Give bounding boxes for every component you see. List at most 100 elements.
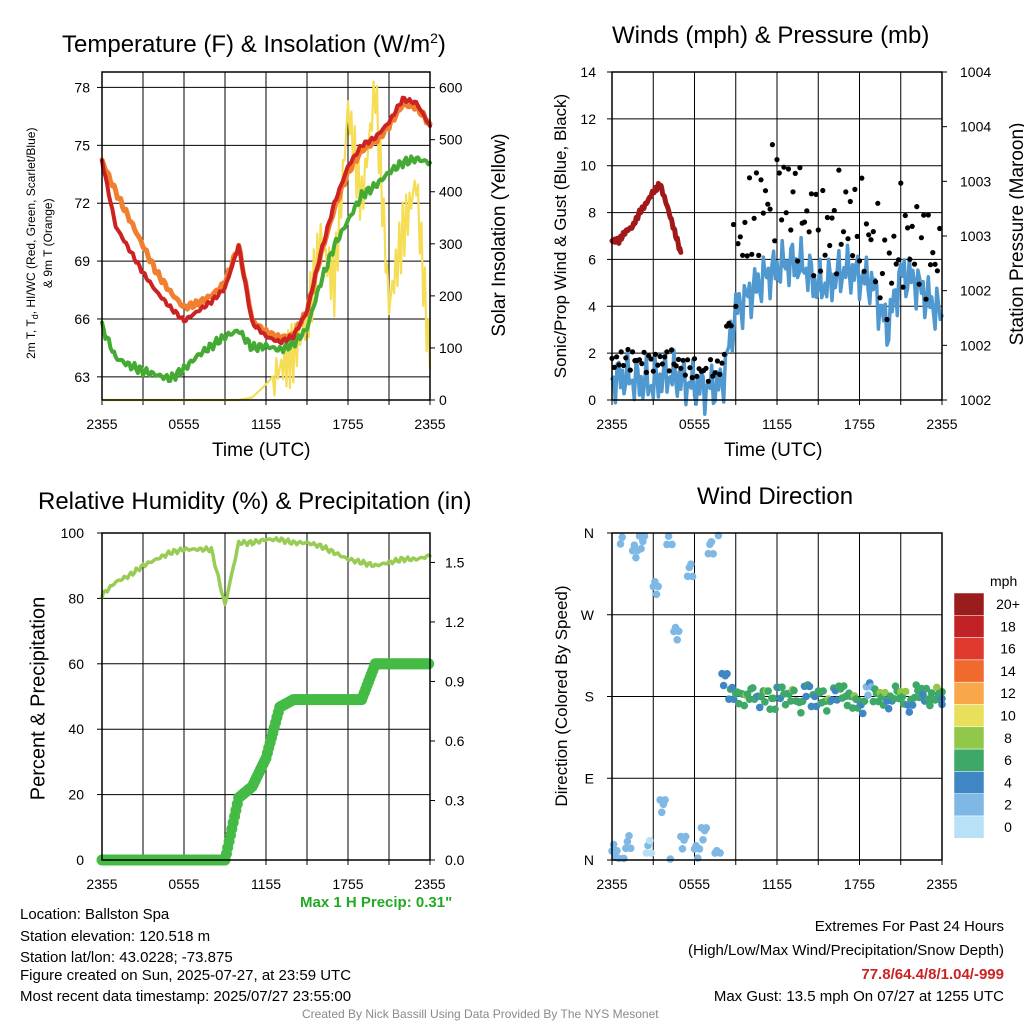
gust-point	[662, 354, 668, 360]
temp-2m-line	[100, 95, 432, 346]
gust-point	[829, 215, 835, 221]
temp-xtick-label: 1755	[332, 416, 363, 432]
temp-y2tick-label: 300	[439, 236, 463, 252]
direction-point	[805, 682, 814, 691]
wind-xtick-label: 2355	[926, 416, 957, 432]
direction-point	[749, 684, 757, 692]
max-precip-label: Max 1 H Precip: 0.31"	[300, 894, 453, 911]
gust-point	[921, 212, 927, 218]
max-gust: Max Gust: 13.5 mph On 07/27 at 1255 UTC	[713, 988, 1004, 1005]
rh-xtick-label: 1755	[332, 876, 363, 892]
temp-y2tick-label: 400	[439, 184, 463, 200]
gust-point	[856, 258, 863, 264]
gust-point	[772, 238, 778, 244]
wind-ytick-label: 14	[580, 64, 596, 80]
gust-point	[822, 252, 828, 258]
temperature-title-end: )	[437, 31, 446, 58]
gust-point	[907, 256, 913, 262]
legend-label: 0	[1004, 819, 1012, 835]
direction-point	[632, 553, 640, 562]
legend-label: 20+	[996, 596, 1020, 612]
gust-point	[820, 187, 826, 194]
direction-point	[652, 590, 661, 599]
direction-point	[654, 582, 662, 591]
gust-point	[682, 372, 688, 378]
rh-ytick-label: 20	[68, 787, 84, 803]
legend-label: 16	[1000, 641, 1016, 657]
gust-point	[909, 223, 915, 229]
dir-ytick-label: N	[584, 852, 594, 868]
gust-point	[840, 229, 847, 235]
gust-point	[652, 351, 659, 357]
legend-swatch	[953, 659, 985, 683]
gust-point	[767, 206, 773, 212]
winds-xlabel: Time (UTC)	[724, 440, 823, 461]
gust-point	[937, 225, 943, 232]
gust-point	[905, 225, 911, 231]
temperature-ylabel-right: Solar Insolation (Yellow)	[489, 133, 510, 337]
direction-point	[740, 701, 749, 710]
gust-point	[721, 351, 727, 357]
direction-point	[687, 560, 695, 568]
gust-point	[891, 233, 897, 239]
gust-point	[859, 175, 865, 181]
gust-point	[694, 373, 700, 379]
direction-point	[723, 670, 731, 678]
temp-xtick-label: 2355	[86, 416, 117, 432]
gust-point	[854, 233, 860, 239]
direction-point	[719, 681, 728, 690]
gust-point	[744, 253, 750, 259]
temp-ytick-label: 78	[74, 79, 90, 95]
temp-ytick-label: 63	[74, 369, 90, 385]
direction-point	[668, 540, 676, 549]
extremes-values: 77.8/64.4/8/1.04/-999	[861, 966, 1004, 983]
gust-point	[769, 142, 776, 148]
rh-ytick-label: 0	[76, 852, 84, 868]
gust-point	[717, 371, 723, 377]
gust-point	[927, 262, 934, 268]
direction-point	[905, 708, 914, 716]
gust-point	[758, 177, 764, 183]
gust-point	[749, 251, 755, 257]
gust-point	[879, 270, 886, 277]
gust-point	[870, 229, 876, 235]
direction-point	[933, 683, 941, 692]
gust-point	[911, 261, 918, 267]
wind-ytick-label: 12	[580, 111, 596, 127]
legend-label: 6	[1004, 752, 1012, 768]
rh-y2tick-label: 0.3	[445, 792, 465, 808]
gust-point	[808, 191, 815, 197]
legend-swatch	[953, 592, 985, 616]
info-location: Location: Ballston Spa	[20, 906, 170, 923]
gust-point	[730, 221, 737, 228]
legend-swatch	[953, 771, 985, 794]
gust-point	[666, 368, 672, 374]
wind-xtick-label: 1755	[844, 416, 875, 432]
gust-point	[664, 349, 670, 355]
rh-ytick-label: 80	[68, 590, 84, 606]
gust-point	[852, 186, 858, 192]
gust-point	[801, 219, 808, 225]
info-created: Figure created on Sun, 2025-07-27, at 23…	[20, 967, 352, 984]
gust-point	[659, 361, 666, 367]
info-elevation: Station elevation: 120.518 m	[20, 928, 211, 945]
gust-point	[788, 227, 794, 233]
direction-point	[678, 845, 687, 853]
gust-point	[898, 180, 904, 186]
gust-point	[836, 167, 842, 173]
direction-point	[823, 707, 831, 715]
gust-point	[886, 250, 892, 256]
legend-swatch	[953, 748, 985, 772]
direction-point	[778, 683, 786, 691]
direction-point	[618, 533, 626, 542]
gust-point	[914, 204, 920, 210]
temperature-ylabel-left-3: & 9m T (Orange)	[41, 198, 56, 288]
direction-point	[802, 692, 810, 701]
direction-point	[637, 544, 645, 553]
dir-xtick-label: 2355	[926, 876, 957, 892]
gust-point	[815, 227, 821, 233]
temperature-ylabel-sub: d	[30, 314, 41, 320]
gust-point	[923, 296, 929, 302]
gust-point	[774, 157, 780, 163]
temperature-xlabel: Time (UTC)	[212, 440, 311, 461]
